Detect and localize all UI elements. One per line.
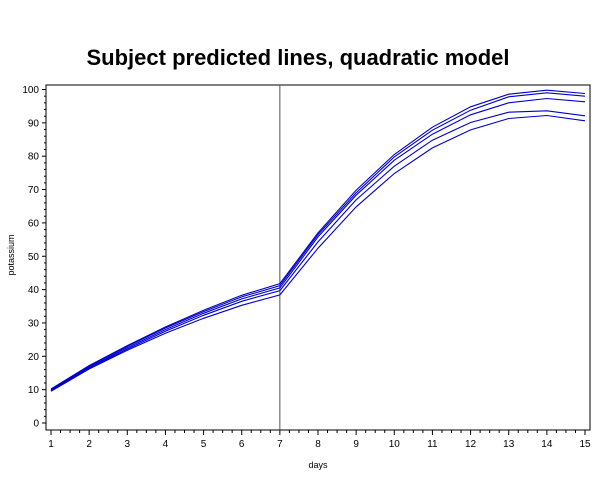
x-tick-label: 14 (541, 439, 553, 450)
series-line-2 (50, 92, 586, 391)
x-tick-label: 3 (125, 439, 131, 450)
x-tick-label: 10 (389, 439, 401, 450)
x-tick-label: 6 (239, 439, 245, 450)
series-group (50, 89, 586, 392)
x-axis-label: days (308, 460, 328, 470)
x-tick-label: 9 (353, 439, 359, 450)
y-tick-label: 100 (22, 85, 39, 96)
y-tick-label: 90 (28, 118, 40, 129)
y-tick-label: 10 (28, 385, 40, 396)
y-tick-label: 80 (28, 152, 40, 163)
x-tick-label: 7 (277, 439, 283, 450)
x-tick-label: 15 (579, 439, 591, 450)
series-line-1 (50, 89, 586, 390)
x-tick-label: 11 (427, 439, 438, 450)
y-tick-label: 0 (33, 419, 39, 430)
series-line-3 (50, 97, 586, 391)
y-axis-label: potassium (6, 234, 16, 275)
x-tick-label: 5 (201, 439, 207, 450)
x-tick-label: 12 (465, 439, 477, 450)
y-tick-label: 40 (28, 285, 40, 296)
x-tick-label: 4 (163, 439, 169, 450)
y-tick-label: 70 (28, 185, 40, 196)
y-tick-label: 30 (28, 318, 40, 329)
x-tick-label: 2 (86, 439, 92, 450)
y-tick-label: 60 (28, 218, 40, 229)
x-tick-label: 8 (315, 439, 321, 450)
plot-frame (45, 84, 591, 431)
y-tick-label: 20 (28, 352, 40, 363)
x-tick-label: 1 (48, 439, 54, 450)
y-tick-label: 50 (28, 252, 40, 263)
series-line-4 (50, 110, 586, 392)
series-line-5 (50, 114, 586, 392)
chart-title: Subject predicted lines, quadratic model (87, 45, 510, 70)
x-tick-label: 13 (503, 439, 515, 450)
